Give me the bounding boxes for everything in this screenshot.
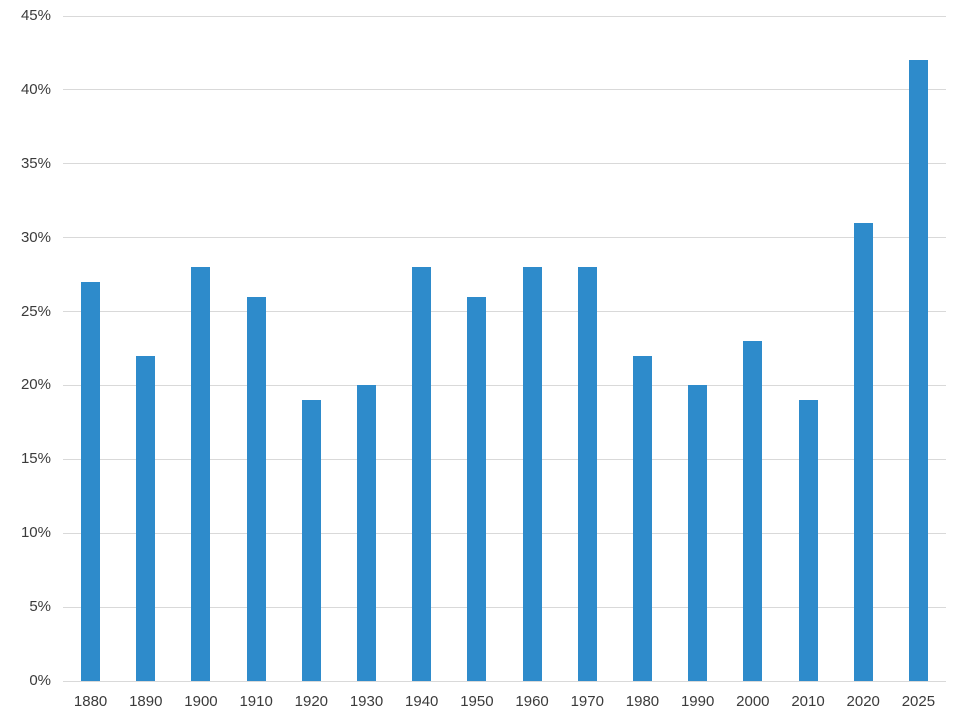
x-tick-label-1980: 1980 [625, 693, 660, 710]
gridline-40% [63, 89, 946, 91]
y-tick-label-40%: 40% [20, 80, 51, 98]
gridline-30% [63, 237, 946, 239]
gridline-45% [63, 15, 946, 17]
x-tick-label-2010: 2010 [791, 693, 825, 710]
bar-1940 [412, 267, 432, 681]
bar-1930 [357, 385, 377, 681]
y-tick-label-5%: 5% [29, 598, 51, 616]
bar-1960 [522, 267, 542, 681]
x-tick-label-1890: 1890 [129, 693, 163, 710]
bar-1980 [632, 355, 652, 681]
bar-1890 [136, 355, 156, 681]
gridline-20% [63, 384, 946, 386]
bar-1950 [467, 296, 487, 681]
y-tick-label-15%: 15% [20, 450, 51, 468]
y-tick-label-25%: 25% [20, 302, 51, 320]
gridline-35% [63, 163, 946, 165]
y-tick-label-35%: 35% [20, 154, 51, 172]
x-tick-label-1960: 1960 [515, 693, 549, 710]
y-tick-label-0%: 0% [29, 672, 51, 689]
bar-1920 [301, 400, 321, 681]
x-tick-label-1940: 1940 [405, 693, 439, 710]
bar-1990 [688, 385, 708, 681]
x-tick-label-1950: 1950 [460, 693, 494, 710]
gridline-0% [63, 680, 946, 682]
bar-1970 [577, 267, 597, 681]
x-tick-label-2000: 2000 [736, 693, 770, 710]
x-tick-label-2025: 2025 [901, 693, 936, 710]
bar-2020 [853, 222, 873, 681]
x-tick-label-1970: 1970 [570, 693, 604, 710]
bar-2025 [908, 60, 928, 681]
gridline-5% [63, 606, 946, 608]
x-tick-label-1880: 1880 [73, 693, 108, 710]
y-tick-label-30%: 30% [20, 228, 51, 246]
bar-1880 [81, 282, 101, 681]
gridline-15% [63, 458, 946, 460]
bar-2010 [798, 400, 818, 681]
x-tick-label-2020: 2020 [846, 693, 880, 710]
bar-2000 [743, 341, 763, 681]
x-tick-label-1990: 1990 [680, 693, 715, 710]
x-tick-label-1920: 1920 [294, 693, 329, 710]
y-tick-label-45%: 45% [20, 7, 51, 24]
y-tick-label-20%: 20% [20, 376, 51, 394]
x-tick-label-1930: 1930 [349, 693, 384, 710]
x-tick-label-1910: 1910 [239, 693, 273, 710]
bar-1900 [191, 267, 211, 681]
gridline-10% [63, 532, 946, 534]
bar-1910 [246, 296, 266, 681]
x-tick-label-1900: 1900 [184, 693, 218, 710]
y-tick-label-10%: 10% [20, 524, 51, 542]
gridline-25% [63, 311, 946, 313]
